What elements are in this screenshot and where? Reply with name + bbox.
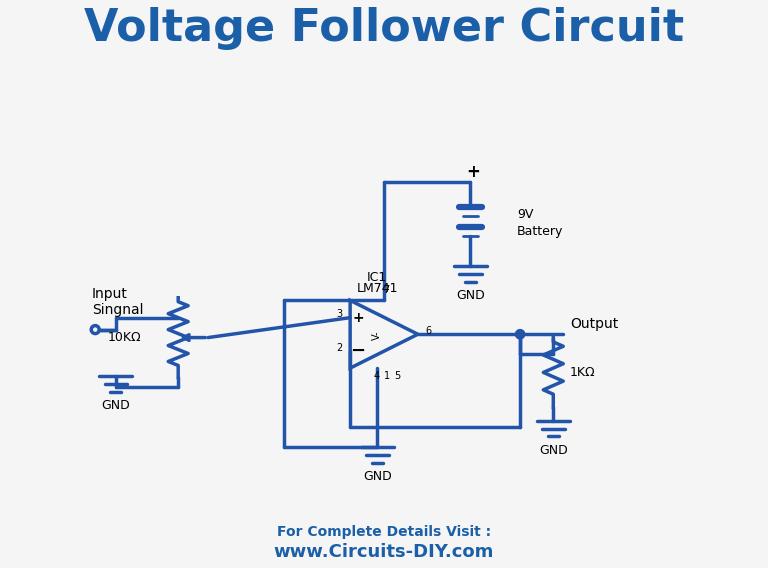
Text: GND: GND [101,399,130,412]
Text: www.Circuits-DIY.com: www.Circuits-DIY.com [274,543,494,561]
Text: 9V: 9V [517,208,533,222]
Text: 5: 5 [395,371,401,382]
Text: GND: GND [456,289,485,302]
Text: GND: GND [539,444,568,457]
Text: GND: GND [363,470,392,483]
Text: 1: 1 [383,371,389,382]
Text: Voltage Follower Circuit: Voltage Follower Circuit [84,7,684,51]
Text: V-: V- [372,331,382,340]
Text: −: − [350,342,366,360]
Text: Singnal: Singnal [92,303,144,317]
Text: 3: 3 [336,310,343,319]
Text: For Complete Details Visit :: For Complete Details Visit : [277,525,491,539]
Text: +: + [467,162,481,181]
Circle shape [515,329,525,339]
Text: Input: Input [92,287,127,302]
Text: +: + [353,311,364,325]
Text: 6: 6 [425,326,432,336]
Text: IC1: IC1 [367,271,388,283]
Text: 10KΩ: 10KΩ [108,331,141,344]
Text: Battery: Battery [517,225,563,238]
Text: 1KΩ: 1KΩ [570,366,595,379]
Text: Output: Output [570,318,618,331]
Text: 4: 4 [374,371,380,382]
Text: LM741: LM741 [356,282,398,295]
Text: 2: 2 [336,343,343,353]
Text: 7: 7 [383,285,390,295]
